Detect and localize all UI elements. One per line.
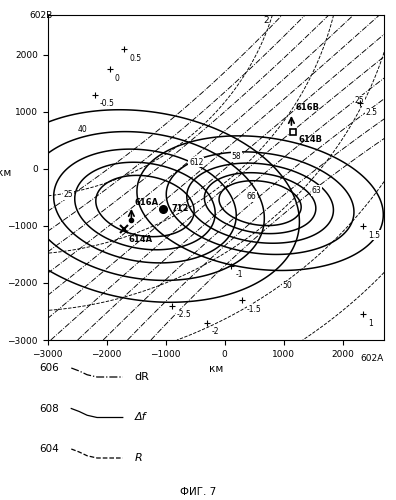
Text: R: R (135, 453, 143, 463)
Text: 50: 50 (282, 282, 292, 290)
Text: 606: 606 (40, 363, 59, 373)
Text: 58: 58 (232, 152, 241, 161)
Text: -2.5: -2.5 (176, 310, 191, 320)
Text: -0.5: -0.5 (99, 100, 114, 108)
Text: 604: 604 (40, 444, 59, 454)
Text: ФИГ. 7: ФИГ. 7 (180, 487, 216, 497)
Text: 614B: 614B (299, 134, 322, 143)
Text: 712: 712 (171, 204, 189, 214)
Text: 2: 2 (263, 16, 269, 25)
Text: 608: 608 (40, 404, 59, 413)
Text: 602В: 602В (30, 10, 53, 20)
Text: -1: -1 (235, 270, 243, 280)
Text: 616B: 616B (295, 103, 320, 112)
Text: 602A: 602A (361, 354, 384, 364)
Text: 2.5: 2.5 (365, 108, 377, 117)
Text: 616A: 616A (135, 198, 159, 207)
Text: Δf: Δf (135, 412, 146, 422)
Text: 1: 1 (368, 319, 373, 328)
Text: 614A: 614A (128, 234, 152, 244)
Text: 63: 63 (312, 186, 322, 195)
Text: 612: 612 (189, 158, 204, 166)
Text: 0.5: 0.5 (129, 54, 141, 63)
Text: 1.5: 1.5 (368, 230, 380, 239)
Text: 0: 0 (114, 74, 119, 82)
Text: 40: 40 (78, 124, 88, 134)
Text: -1.5: -1.5 (247, 304, 262, 314)
Text: -2: -2 (212, 328, 219, 336)
Text: 25: 25 (63, 190, 73, 199)
Y-axis label: км: км (0, 168, 11, 177)
Text: dR: dR (135, 372, 150, 382)
X-axis label: км: км (209, 364, 223, 374)
Text: 66: 66 (246, 192, 256, 201)
Text: 25: 25 (354, 96, 364, 105)
